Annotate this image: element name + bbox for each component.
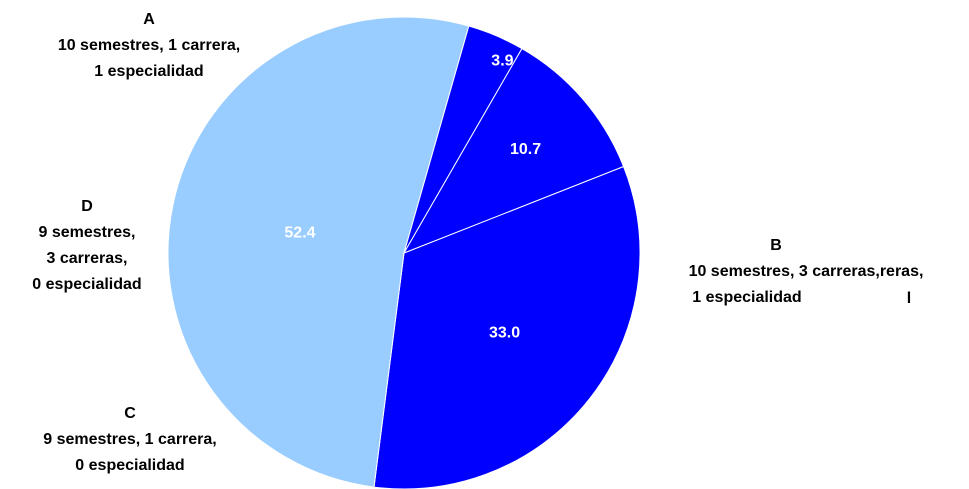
category-label-a: A 10 semestres, 1 carrera, 1 especialidad xyxy=(58,11,240,80)
category-name: C xyxy=(124,405,136,422)
pie-slice-b xyxy=(167,16,470,488)
category-name: A xyxy=(143,11,155,28)
category-description-line: 10 semestres, 3 carreras,reras, xyxy=(689,263,924,280)
slice-value-b: 52.4 xyxy=(284,225,315,242)
category-description-line: 3 carreras, xyxy=(47,250,128,267)
stray-mark: l xyxy=(907,290,911,307)
pie-slices xyxy=(167,16,641,489)
slice-value-a: 33.0 xyxy=(489,324,520,341)
category-description-line: 0 especialidad xyxy=(32,276,141,293)
category-description-line: 1 especialidad xyxy=(94,63,203,80)
category-name: B xyxy=(770,237,782,254)
category-description-line: 9 semestres, xyxy=(39,224,136,241)
category-label-b: B 10 semestres, 3 carreras,reras, 1 especi… xyxy=(689,237,924,306)
category-name: D xyxy=(81,198,93,215)
category-description-line: 10 semestres, 1 carrera, xyxy=(58,37,240,54)
category-labels: A 10 semestres, 1 carrera, 1 especialidadB… xyxy=(32,11,923,474)
slice-value-d: 10.7 xyxy=(510,141,541,158)
category-description-line: 0 especialidad xyxy=(75,457,184,474)
slice-value-labels: 33.0 52.4 3.9 10.7 xyxy=(284,52,541,341)
category-description-line: 9 semestres, 1 carrera, xyxy=(43,431,216,448)
category-description-line: 1 especialidad xyxy=(692,289,801,306)
pie-slice-d xyxy=(402,47,625,254)
category-label-c: C 9 semestres, 1 carrera, 0 especialidad xyxy=(43,405,216,474)
pie-slice-a xyxy=(373,165,641,489)
slice-value-c: 3.9 xyxy=(491,52,513,69)
category-label-d: D 9 semestres, 3 carreras, 0 especialidad xyxy=(32,198,141,293)
